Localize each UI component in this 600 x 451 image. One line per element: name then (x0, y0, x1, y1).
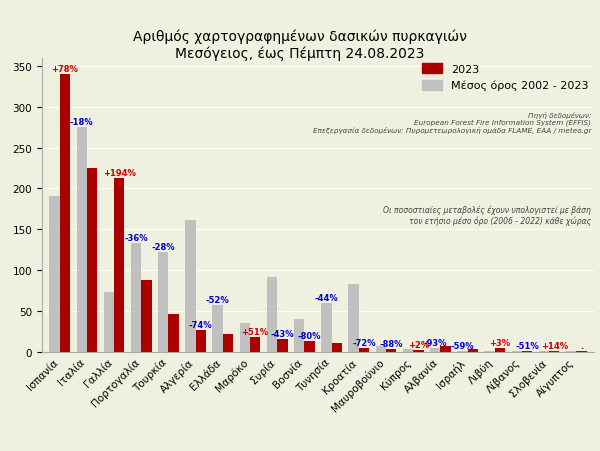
Bar (267, 278, 277, 352)
Text: +194%: +194% (103, 168, 136, 177)
Text: +14%: +14% (541, 341, 568, 350)
Bar (413, 350, 424, 352)
Bar (169, 314, 179, 352)
Text: +2%: +2% (408, 340, 429, 349)
Legend: 2023, Μέσος όρος 2002 - 2023: 2023, Μέσος όρος 2002 - 2023 (422, 64, 589, 91)
Bar (332, 343, 342, 352)
Text: +3%: +3% (490, 338, 511, 347)
Bar (566, 351, 577, 352)
Bar (277, 340, 287, 352)
Bar (158, 253, 169, 352)
Bar (484, 351, 495, 352)
Text: -59%: -59% (451, 341, 474, 350)
Text: -18%: -18% (70, 118, 94, 127)
Bar (522, 351, 532, 352)
Text: -36%: -36% (124, 233, 148, 242)
Bar (196, 331, 206, 352)
Text: -52%: -52% (206, 295, 230, 304)
Bar (141, 280, 152, 352)
Bar (467, 350, 478, 352)
Bar (359, 349, 369, 352)
Text: -43%: -43% (271, 329, 294, 338)
Bar (185, 221, 196, 352)
Bar (349, 284, 359, 352)
Bar (457, 351, 467, 352)
Bar (250, 337, 260, 352)
Bar (440, 346, 451, 352)
Bar (239, 323, 250, 352)
Bar (512, 351, 522, 352)
Bar (59, 75, 70, 352)
Bar (386, 350, 397, 352)
Bar (131, 244, 141, 352)
Text: -51%: -51% (515, 341, 539, 350)
Text: +51%: +51% (242, 327, 269, 336)
Bar (321, 304, 332, 352)
Text: -28%: -28% (151, 242, 175, 251)
Bar (577, 351, 587, 352)
Bar (376, 346, 386, 352)
Text: .: . (580, 341, 583, 350)
Text: -93%: -93% (424, 338, 447, 347)
Bar (304, 341, 315, 352)
Bar (403, 350, 413, 352)
Bar (495, 349, 505, 352)
Text: Αριθμός χαρτογραφημένων δασικών πυρκαγιών
Μεσόγειος, έως Πέμπτη 24.08.2023: Αριθμός χαρτογραφημένων δασικών πυρκαγιώ… (133, 29, 467, 60)
Bar (430, 349, 440, 352)
Bar (114, 178, 124, 352)
Bar (87, 169, 97, 352)
Text: -74%: -74% (189, 320, 212, 329)
Bar (49, 196, 59, 352)
Text: Οι ποσοστιαίες μεταβολές έχουν υπολογιστεί με βάση
τον ετήσιο μέσο όρο (2006 - 2: Οι ποσοστιαίες μεταβολές έχουν υπολογιστ… (383, 205, 591, 226)
Text: -72%: -72% (352, 338, 376, 347)
Text: -44%: -44% (314, 294, 338, 303)
Bar (539, 351, 549, 352)
Text: -88%: -88% (379, 339, 403, 348)
Bar (104, 292, 114, 352)
Bar (294, 319, 304, 352)
Bar (212, 305, 223, 352)
Text: Πηγή δεδομένων:
European Forest Fire Information System (EFFIS)
Επεξεργασία δεδο: Πηγή δεδομένων: European Forest Fire Inf… (313, 111, 591, 134)
Text: -80%: -80% (298, 331, 322, 340)
Bar (77, 128, 87, 352)
Text: +78%: +78% (52, 64, 78, 74)
Bar (223, 335, 233, 352)
Bar (549, 351, 559, 352)
